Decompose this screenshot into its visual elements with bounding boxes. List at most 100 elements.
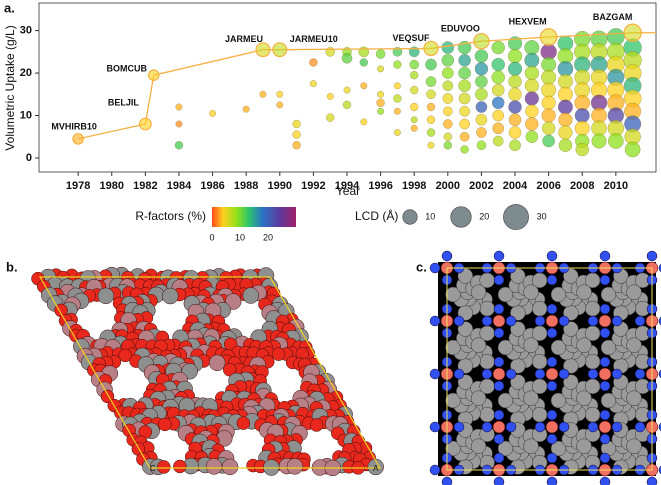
y-tick-label: 30 [20, 25, 32, 37]
bubble [426, 89, 436, 100]
crystal-structure-c [429, 250, 661, 485]
atom [481, 315, 493, 327]
atom [598, 314, 612, 328]
bubble [558, 138, 573, 153]
record-bubble [473, 33, 490, 50]
bubble [443, 132, 453, 141]
bubble [442, 119, 453, 129]
bubble [476, 127, 487, 138]
atom [222, 362, 237, 377]
y-tick-label: 20 [20, 67, 32, 79]
bubble [509, 139, 521, 152]
atom [157, 460, 171, 474]
bubble [409, 102, 419, 112]
atom [118, 348, 132, 363]
cell-axis-label: A [373, 464, 379, 473]
atom [453, 315, 465, 327]
atom [546, 476, 558, 485]
bubble [541, 82, 557, 98]
cell-axis-label: C [150, 464, 156, 473]
atom [505, 421, 517, 433]
bubble [341, 52, 353, 64]
bubble [292, 130, 301, 139]
bubble [475, 113, 488, 126]
atom [626, 390, 642, 406]
atom [576, 337, 592, 353]
bubble [342, 100, 352, 110]
bubble [442, 106, 453, 117]
bubble [524, 91, 539, 106]
panel-label: c. [416, 259, 427, 274]
bubble [491, 83, 505, 97]
bubble [491, 57, 505, 72]
atom [599, 452, 611, 464]
atom [563, 321, 579, 337]
atom [162, 287, 179, 305]
atom [510, 374, 526, 390]
bubble [426, 102, 436, 112]
bubble [209, 109, 217, 117]
atom [599, 303, 611, 315]
bubble [441, 41, 455, 54]
bubble [242, 105, 250, 113]
bubble [375, 49, 386, 59]
atom [576, 390, 592, 406]
bubble [574, 120, 590, 136]
record-bubble [147, 69, 160, 81]
bubble [441, 53, 455, 67]
atom [534, 368, 546, 380]
bubble [541, 57, 557, 73]
size-legend-marker [450, 206, 472, 228]
x-tick-label: 1978 [66, 180, 90, 192]
bubble [541, 95, 556, 110]
bubble [524, 78, 539, 93]
x-tick-label: 1984 [167, 180, 192, 192]
bubble [309, 80, 317, 88]
atom [546, 327, 558, 339]
atom [429, 262, 441, 274]
x-axis-label: Year [336, 184, 360, 198]
atom [534, 421, 546, 433]
bubble [377, 90, 385, 98]
bubble [393, 107, 401, 115]
atom [599, 476, 611, 485]
record-label: BELJIL [108, 97, 140, 107]
bubble [508, 74, 522, 89]
bubble [408, 46, 420, 58]
atom [523, 284, 539, 300]
atom [546, 433, 558, 445]
bubble [524, 65, 539, 81]
atom [523, 337, 539, 353]
atom [481, 368, 493, 380]
atom [558, 315, 570, 327]
bubble [460, 145, 469, 154]
y-tick-label: 10 [20, 109, 32, 121]
bubble [409, 59, 420, 70]
size-legend-marker [402, 209, 418, 225]
atom [286, 458, 304, 475]
colorbar-tick-label: 0 [209, 232, 214, 242]
bubble [309, 58, 318, 67]
x-tick-label: 2000 [436, 180, 460, 192]
bubble [458, 79, 471, 93]
atom [205, 458, 223, 475]
bubble [325, 113, 335, 122]
bubble [508, 126, 522, 139]
colorbar-label: R-factors (%) [135, 209, 206, 223]
record-bubble [539, 28, 558, 46]
crystal-structure-b [31, 266, 384, 477]
bubble [557, 99, 573, 115]
atom [453, 368, 465, 380]
atom [546, 250, 558, 262]
bubble [475, 87, 488, 101]
colorbar [212, 207, 296, 227]
atom [599, 380, 611, 392]
bubble [458, 92, 471, 105]
atom [611, 368, 623, 380]
size-legend-label: 30 [537, 211, 547, 221]
atom [546, 274, 558, 286]
atom [441, 476, 453, 485]
x-tick-label: 2010 [604, 180, 628, 192]
size-legend-label: LCD (Å) [355, 208, 398, 223]
